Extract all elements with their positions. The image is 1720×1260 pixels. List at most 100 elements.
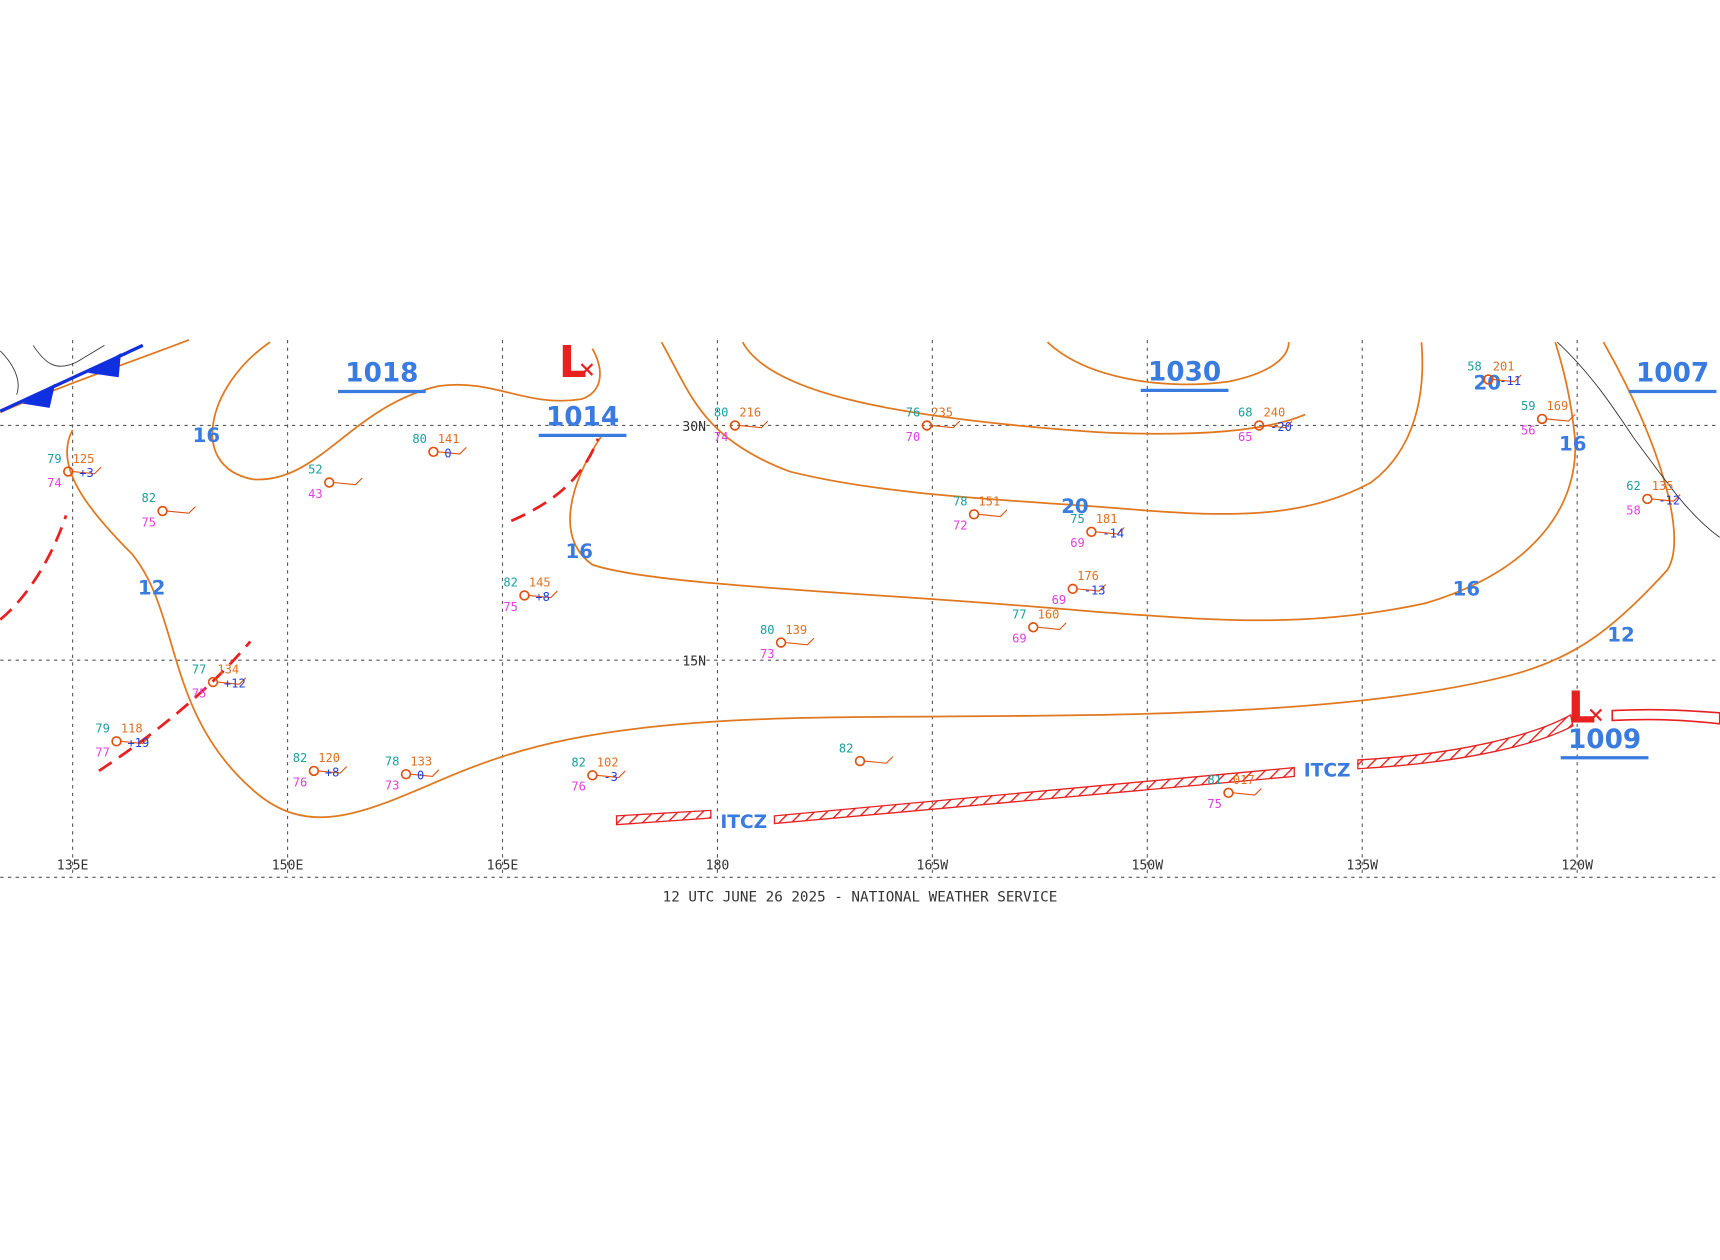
dewpoint: 69 bbox=[1052, 593, 1067, 607]
pressure: 017 bbox=[1233, 773, 1255, 787]
pressure: 120 bbox=[318, 751, 340, 765]
temperature: 82 bbox=[503, 576, 518, 590]
wind-barb bbox=[1037, 622, 1067, 631]
station bbox=[1642, 493, 1653, 505]
pressure: 235 bbox=[931, 406, 953, 420]
dewpoint: 75 bbox=[192, 686, 207, 700]
wind-barb bbox=[1651, 494, 1681, 502]
pressure: 118 bbox=[121, 722, 143, 736]
pressure: 151 bbox=[978, 495, 1000, 509]
temperature: 80 bbox=[412, 432, 427, 446]
pressure: 139 bbox=[785, 623, 807, 637]
temperature: 77 bbox=[1012, 607, 1027, 621]
longitude-label: 135E bbox=[57, 859, 89, 874]
station bbox=[1086, 526, 1097, 538]
latitude-label: 30N bbox=[682, 420, 706, 435]
station bbox=[519, 590, 530, 601]
temperature: 82 bbox=[293, 751, 308, 765]
isobar-label: 12 bbox=[1607, 624, 1634, 647]
temperature: 79 bbox=[95, 722, 110, 736]
low-symbol: L bbox=[559, 337, 587, 388]
station bbox=[400, 768, 412, 780]
dewpoint: 65 bbox=[1238, 430, 1253, 444]
pressure: 176 bbox=[1077, 569, 1099, 583]
wind-barb bbox=[978, 509, 1008, 518]
isobar-label: 16 bbox=[1559, 433, 1586, 456]
temperature: 75 bbox=[1070, 512, 1085, 526]
isobars bbox=[0, 339, 1676, 819]
dewpoint: 77 bbox=[95, 746, 110, 760]
station bbox=[207, 676, 219, 688]
pressure: 141 bbox=[438, 432, 460, 446]
station bbox=[1028, 622, 1039, 633]
pressure-label: 1007 bbox=[1636, 359, 1709, 389]
isobar-label: 20 bbox=[1474, 371, 1501, 394]
longitude-label: 120W bbox=[1561, 859, 1593, 874]
temperature: 62 bbox=[1626, 479, 1641, 493]
temperature: 82 bbox=[141, 491, 156, 505]
wind-barb bbox=[166, 506, 196, 514]
wind-barb bbox=[1263, 420, 1293, 429]
longitude-label: 165E bbox=[487, 859, 519, 874]
station bbox=[854, 755, 866, 767]
longitude-label: 135W bbox=[1346, 859, 1378, 874]
isobar-label: 20 bbox=[1061, 495, 1088, 518]
station bbox=[324, 477, 335, 488]
pressure-label: 1018 bbox=[345, 359, 418, 389]
isobar-label: 16 bbox=[193, 424, 220, 447]
dewpoint: 73 bbox=[385, 779, 400, 793]
pressure: 102 bbox=[597, 756, 619, 770]
pressure: 125 bbox=[73, 452, 95, 466]
temperature: 82 bbox=[571, 756, 586, 770]
low-symbol: L bbox=[1568, 683, 1596, 734]
station bbox=[1223, 787, 1234, 799]
wind-barb bbox=[1095, 527, 1125, 535]
dewpoint: 76 bbox=[293, 775, 308, 789]
center-pressure: 1014 bbox=[546, 402, 619, 432]
fronts bbox=[0, 343, 1720, 826]
dewpoint: 75 bbox=[503, 600, 518, 614]
wind-barb bbox=[931, 420, 961, 429]
dewpoint: 58 bbox=[1626, 503, 1641, 517]
wind-barb bbox=[120, 736, 150, 745]
wind-barb bbox=[596, 770, 626, 779]
dewpoint: 75 bbox=[1207, 797, 1222, 811]
temperature: 68 bbox=[1238, 406, 1253, 420]
tendency: +19 bbox=[127, 736, 149, 750]
wind-barb bbox=[739, 420, 769, 429]
itcz-label: ITCZ bbox=[1304, 760, 1351, 781]
wind-barb bbox=[217, 677, 247, 685]
coastline bbox=[0, 341, 1720, 538]
dewpoint: 74 bbox=[47, 476, 62, 490]
dewpoint: 43 bbox=[308, 487, 323, 501]
tendency: -12 bbox=[1658, 493, 1680, 507]
tendency: -11 bbox=[1499, 374, 1521, 388]
longitude-label: 150W bbox=[1131, 859, 1163, 874]
dewpoint: 76 bbox=[571, 780, 586, 794]
dewpoint: 75 bbox=[141, 515, 156, 529]
wind-barb bbox=[333, 477, 363, 486]
temperature: 80 bbox=[760, 623, 775, 637]
tendency: +8 bbox=[535, 590, 550, 604]
dewpoint: 56 bbox=[1521, 423, 1536, 437]
temperature: 52 bbox=[308, 463, 323, 477]
station bbox=[1067, 583, 1078, 595]
temperature: 78 bbox=[953, 495, 968, 509]
tendency: -14 bbox=[1102, 526, 1124, 540]
wind-barb bbox=[1077, 584, 1107, 592]
station bbox=[308, 765, 320, 777]
wind-barb bbox=[410, 769, 440, 777]
longitude-label: 180 bbox=[706, 859, 730, 874]
pressure: 181 bbox=[1096, 512, 1118, 526]
temperature: 82 bbox=[839, 741, 854, 755]
isobar-label: 16 bbox=[1453, 577, 1480, 600]
pressure: 160 bbox=[1038, 607, 1060, 621]
pressure: 135 bbox=[1652, 479, 1674, 493]
wind-barb bbox=[318, 766, 348, 774]
center-cross bbox=[1589, 708, 1603, 722]
wind-barb bbox=[1546, 414, 1576, 422]
labels: 12 UTC JUNE 26 2025 - NATIONAL WEATHER S… bbox=[47, 337, 1717, 905]
tendency: 0 bbox=[444, 446, 451, 460]
tendency: -3 bbox=[603, 770, 618, 784]
dewpoint: 74 bbox=[714, 430, 729, 444]
